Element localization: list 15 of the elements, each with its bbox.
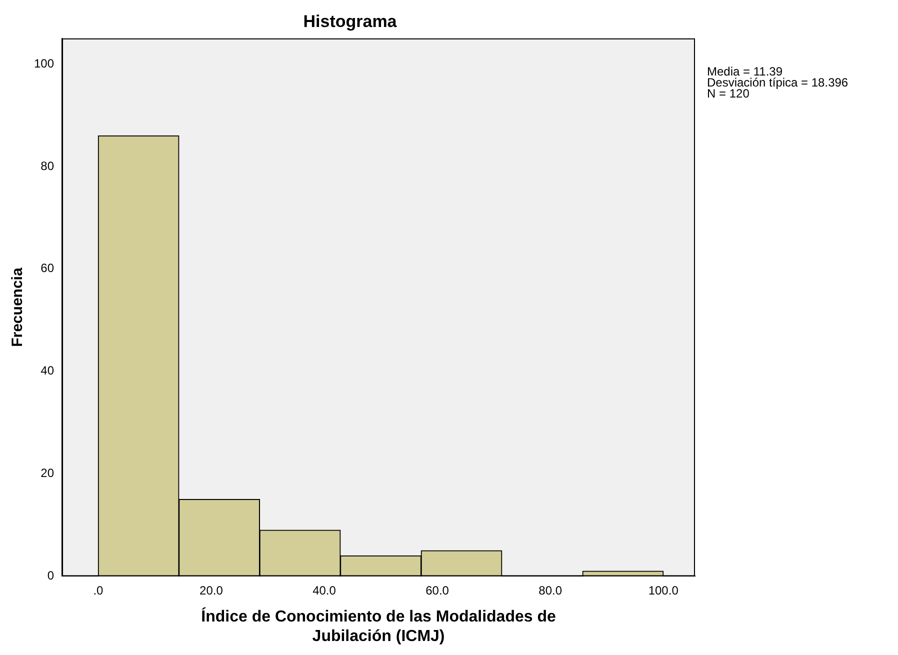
x-tick-label: 100.0 [648,584,679,598]
x-axis-title: Índice de Conocimiento de las Modalidades de Jubilación (ICMJ) [201,606,556,645]
y-axis-title: Frecuencia [9,267,26,347]
y-tick-label: 40 [40,364,54,378]
y-tick-label: 80 [40,158,54,173]
x-tick-label: .0 [93,584,104,598]
x-tick-label: 60.0 [426,584,450,598]
y-tick-label: 100 [34,56,54,70]
chart-title: Histograma [303,12,398,31]
y-tick-label: 60 [40,261,54,276]
x-tick-label: 40.0 [312,584,336,598]
x-tick-label: 20.0 [200,584,224,598]
y-tick-label: 20 [40,466,54,480]
x-tick-label: 80.0 [538,584,562,598]
y-tick-label: 0 [47,568,54,583]
